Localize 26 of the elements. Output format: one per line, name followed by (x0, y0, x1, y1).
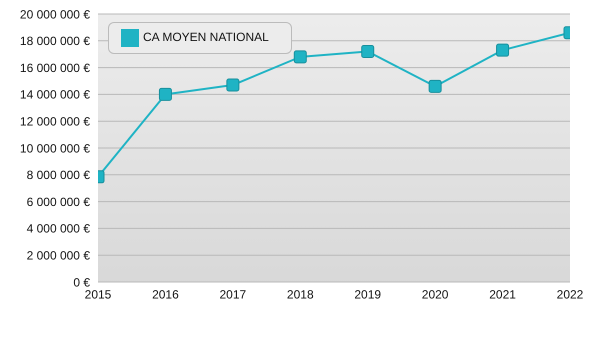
y-tick-label: 18 000 000 € (20, 34, 90, 48)
y-tick-label: 12 000 000 € (20, 114, 90, 128)
point (361, 45, 374, 58)
point (158, 88, 172, 101)
x-tick-label: 2021 (489, 288, 516, 302)
y-tick-label: 10 000 000 € (20, 141, 90, 156)
x-tick-label: 2022 (556, 288, 584, 302)
x-tick-label: 2019 (354, 288, 382, 302)
y-tick-label: 6 000 000 € (26, 194, 90, 209)
x-tick-label: 2015 (84, 288, 112, 302)
y-tick-label: 0 € (73, 275, 90, 290)
y-tick-label: 2 000 000 € (26, 248, 90, 262)
y-tick-label: 8 000 000 € (26, 168, 90, 182)
point (496, 44, 510, 57)
x-tick-label: 2020 (422, 288, 449, 302)
y-tick-label: 20 000 000 € (20, 7, 90, 22)
point (428, 80, 442, 93)
y-tick-label: 4 000 000 € (26, 222, 90, 236)
legend-label: CA MOYEN NATIONAL (143, 30, 269, 44)
point (294, 50, 307, 64)
y-tick-label: 14 000 000 € (20, 88, 90, 102)
point (226, 78, 240, 92)
x-tick-label: 2018 (286, 288, 314, 302)
x-tick-label: 2017 (220, 288, 247, 302)
x-tick-label: 2016 (152, 288, 180, 302)
y-tick-label: 16 000 000 € (20, 60, 90, 75)
